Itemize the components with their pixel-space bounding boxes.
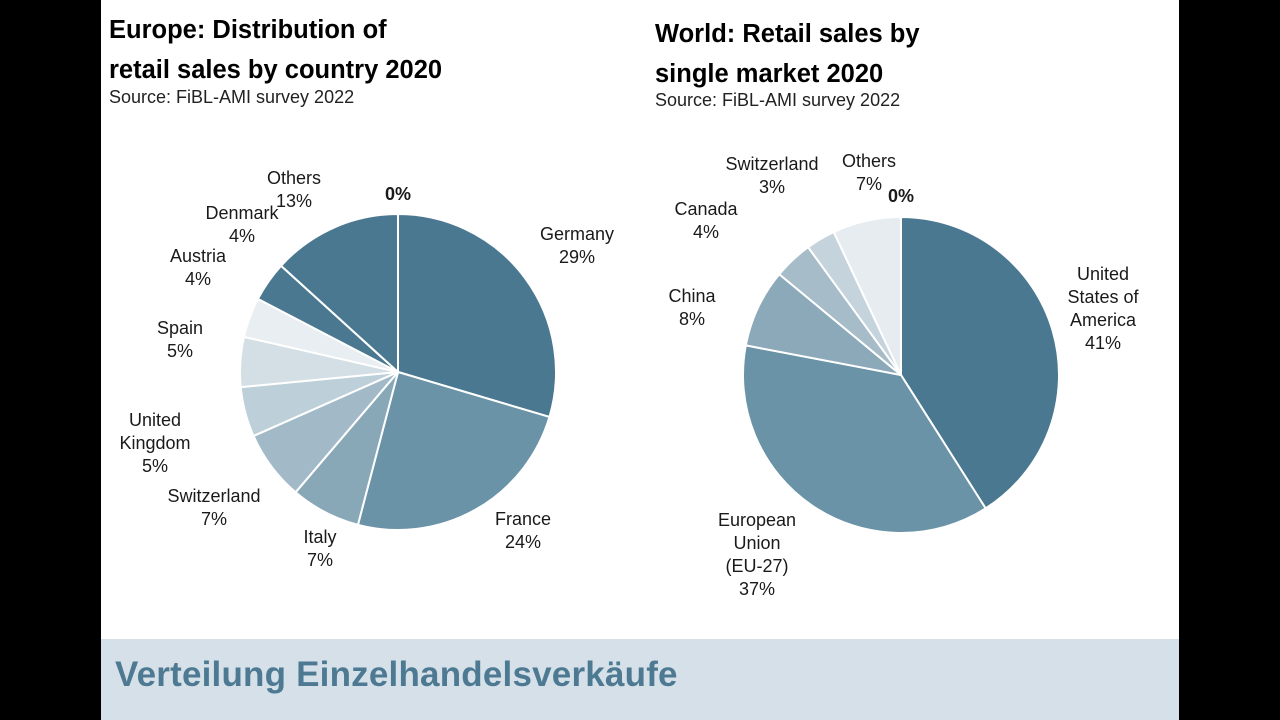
world-slice-european-union-eu-27 [742, 344, 988, 534]
europe-slice-others [279, 212, 399, 375]
europe-label-switzerland: Switzerland 7% [167, 486, 260, 529]
left-chart-source: Source: FiBL-AMI survey 2022 [109, 87, 355, 107]
europe-slice-germany [397, 212, 557, 419]
world-label-others: Others 7% [842, 151, 896, 194]
world-pie-chart: United States of America 41% European Union (E… [668, 151, 1139, 599]
europe-pie-chart: Germany 29% France 24% Italy 7% Switzerland 7% U… [119, 168, 614, 570]
europe-label-italy: Italy 7% [303, 527, 336, 570]
world-label-european-union-eu-27: European Union (EU-27) 37% [718, 510, 796, 599]
right-chart-title: World: Retail sales by single market 202… [655, 14, 920, 94]
europe-slice-france [356, 370, 551, 531]
europe-label-united-kingdom: United Kingdom 5% [119, 410, 190, 476]
left-title-line-1: Europe: Distribution of [109, 16, 387, 44]
right-title-line-1: World: Retail sales by [655, 20, 920, 48]
world-label-united-states-of-america: United States of America 41% [1067, 264, 1139, 353]
europe-label-france: France 24% [495, 509, 551, 552]
world-zero-label: 0% [888, 186, 914, 206]
charts-svg: Germany 29% France 24% Italy 7% Switzerland 7% U… [119, 151, 1139, 599]
world-label-switzerland: Switzerland 3% [725, 154, 818, 197]
right-chart-source: Source: FiBL-AMI survey 2022 [655, 90, 901, 110]
europe-label-germany: Germany 29% [540, 224, 614, 267]
europe-label-austria: Austria 4% [170, 246, 227, 289]
europe-label-others: Others 13% [267, 168, 321, 211]
europe-label-denmark: Denmark 4% [205, 203, 279, 246]
world-label-canada: Canada 4% [674, 199, 738, 242]
footer-title: Verteilung Einzelhandelsverkäufe [115, 655, 678, 694]
europe-zero-label: 0% [385, 184, 411, 204]
left-title-line-2: retail sales by country 2020 [109, 56, 443, 84]
world-slice-others [832, 215, 902, 376]
slide: Europe: Distribution of retail sales by … [101, 0, 1179, 720]
left-chart-title: Europe: Distribution of retail sales by … [109, 10, 442, 90]
world-label-china: China 8% [668, 286, 716, 329]
footer-bar: Verteilung Einzelhandelsverkäufe [101, 639, 1179, 720]
europe-label-spain: Spain 5% [157, 318, 203, 361]
right-title-line-2: single market 2020 [655, 60, 884, 88]
